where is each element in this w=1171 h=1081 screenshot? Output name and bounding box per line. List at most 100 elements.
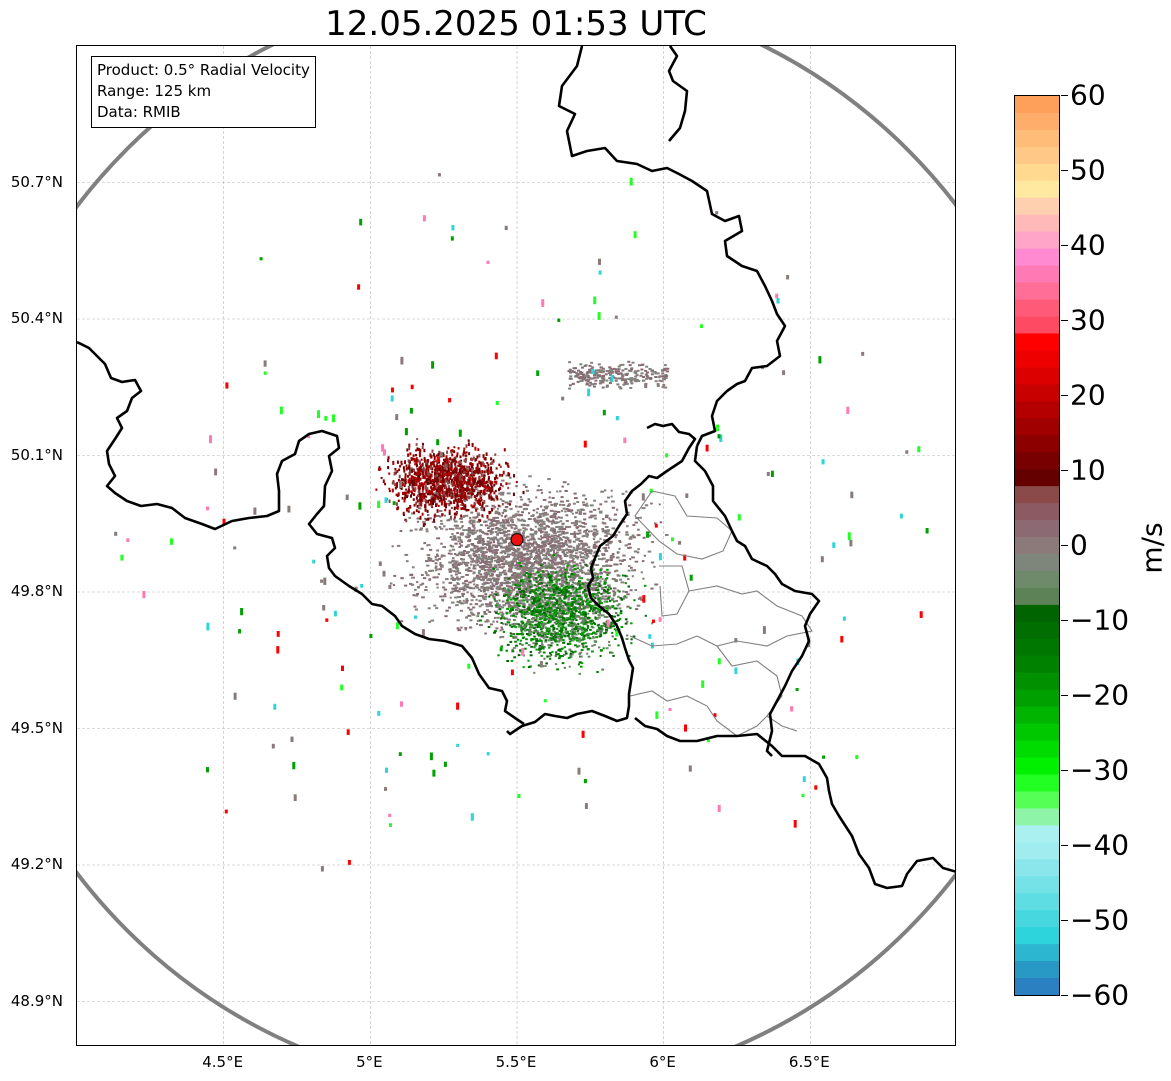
echo-pixel [414,528,418,531]
echo-pixel [595,636,599,639]
echo-pixel [590,515,595,518]
echo-pixel [491,497,494,501]
echo-pixel [558,614,561,617]
echo-pixel [522,556,526,559]
echo-pixel [451,473,454,476]
echo-pixel [487,626,491,628]
echo-pixel [589,510,593,513]
echo-pixel [467,527,471,530]
echo-pixel [475,482,478,486]
echo-pixel [551,539,554,542]
echo-pixel [581,525,586,528]
echo-pixel [613,628,616,631]
echo-pixel [582,631,586,634]
echo-pixel [417,448,420,452]
echo-pixel [650,502,653,505]
echo-pixel [581,581,585,584]
echo-pixel [531,605,534,608]
echo-pixel [490,558,493,561]
echo-pixel [422,466,425,469]
echo-pixel [457,498,460,501]
echo-pixel [530,515,535,517]
echo-pixel [548,501,552,504]
echo-pixel [508,548,513,551]
echo-pixel [536,593,541,596]
echo-pixel [496,507,499,510]
echo-pixel [568,633,571,635]
radar-map[interactable]: Product: 0.5° Radial Velocity Range: 125… [76,45,956,1046]
echo-pixel [499,486,502,490]
echo-pixel [454,477,456,481]
echo-pixel [522,490,525,495]
echo-pixel [538,618,542,621]
echo-pixel [542,512,546,515]
echo-pixel [437,493,440,497]
echo-pixel [586,578,590,581]
echo-pixel [427,459,430,463]
echo-pixel [477,448,480,452]
echo-pixel [560,628,563,631]
echo-pixel [528,512,531,515]
echo-pixel [572,533,577,535]
echo-pixel [588,551,592,554]
echo-pixel [592,632,595,634]
echo-pixel [438,486,441,491]
echo-pixel [477,572,481,574]
echo-pixel [498,566,503,569]
echo-pixel [470,549,475,552]
echo-pixel [569,608,573,611]
echo-pixel [462,468,465,471]
echo-pixel [481,546,484,549]
echo-pixel [459,542,462,545]
echo-pixel [570,556,574,559]
echo-pixel [630,622,633,625]
echo-pixel [387,456,390,460]
echo-pixel [470,488,473,492]
echo-pixel [481,565,485,567]
echo-pixel [560,631,563,634]
echo-pixel [568,579,572,582]
echo-pixel [561,620,565,623]
echo-pixel [507,577,511,580]
echo-pixel [528,576,532,579]
echo-pixel [409,529,413,532]
echo-pixel [438,477,441,482]
echo-pixel [616,604,620,607]
echo-pixel [607,546,610,549]
echo-pixel [537,589,540,592]
echo-pixel [476,465,479,470]
echo-pixel [533,635,536,638]
echo-pixel [477,549,482,552]
echo-pixel [387,466,390,470]
echo-pixel [488,601,493,604]
echo-pixel [462,529,466,532]
echo-pixel [548,491,552,494]
echo-pixel [459,600,462,603]
echo-pixel [627,547,630,549]
echo-pixel [629,589,633,592]
echo-pixel [413,482,416,487]
echo-pixel [420,547,423,550]
echo-pixel [529,654,533,657]
echo-pixel [427,514,430,516]
echo-pixel [490,588,494,590]
echo-pixel [568,665,571,668]
echo-pixel [481,483,484,488]
echo-pixel [603,582,607,585]
echo-pixel [585,621,589,624]
echo-pixel [554,610,558,613]
echo-pixel [564,626,567,629]
echo-pixel [455,573,458,576]
echo-pixel [520,578,524,581]
echo-pixel [545,601,549,604]
echo-pixel [436,476,438,479]
echo-pixel [433,604,437,607]
echo-pixel [587,620,591,623]
echo-pixel [569,567,572,570]
echo-pixel [589,583,594,586]
echo-pixel [405,464,408,467]
echo-pixel [514,514,518,517]
echo-pixel [453,584,457,587]
echo-pixel [450,471,452,476]
echo-pixel [538,624,541,627]
